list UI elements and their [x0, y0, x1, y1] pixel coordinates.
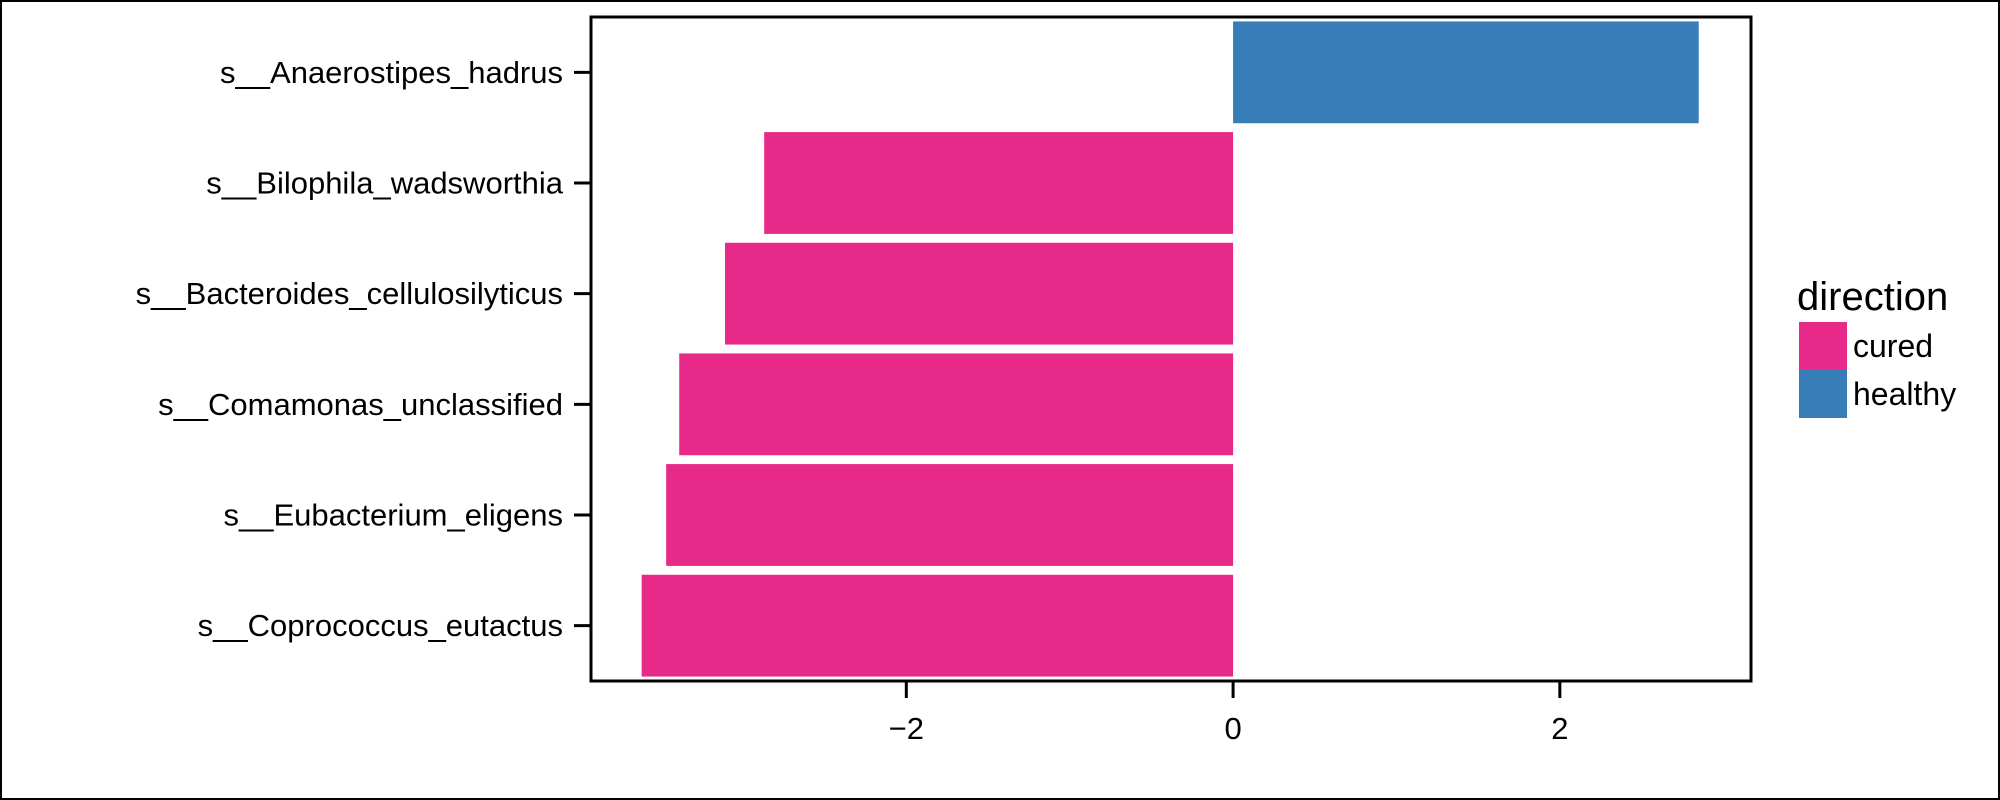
bar-s__Bilophila_wadsworthia — [764, 132, 1234, 234]
bar-s__Eubacterium_eligens — [666, 464, 1234, 566]
bar-s__Comamonas_unclassified — [679, 353, 1234, 456]
bar-s__Coprococcus_eutactus — [641, 574, 1234, 677]
x-tick-label: 0 — [1224, 711, 1241, 746]
legend-label-healthy: healthy — [1853, 376, 1956, 412]
x-axis: −2 0 2 — [889, 681, 1568, 746]
y-tick-label: s__Eubacterium_eligens — [224, 498, 564, 533]
legend-key-cured — [1799, 322, 1847, 370]
y-tick-label: s__Bilophila_wadsworthia — [206, 166, 563, 201]
y-tick-label: s__Comamonas_unclassified — [158, 387, 563, 422]
bar-s__Anaerostipes_hadrus — [1233, 21, 1699, 124]
plot-panel-border — [589, 15, 1753, 683]
legend-title: direction — [1797, 275, 1948, 319]
y-tick-label: s__Anaerostipes_hadrus — [220, 55, 563, 90]
legend-key-healthy — [1799, 370, 1847, 418]
y-tick-label: s__Coprococcus_eutactus — [198, 608, 563, 643]
x-tick-label: −2 — [889, 711, 924, 746]
x-tick-label: 2 — [1551, 711, 1568, 746]
y-axis: s__Anaerostipes_hadrus s__Bilophila_wadsw… — [136, 55, 591, 643]
bars-group — [641, 21, 1699, 677]
legend-label-cured: cured — [1853, 328, 1933, 364]
y-tick-label: s__Bacteroides_cellulosilyticus — [136, 276, 563, 311]
bar-s__Bacteroides_cellulosilyticus — [724, 242, 1234, 345]
legend: direction cured healthy — [1797, 275, 1956, 418]
